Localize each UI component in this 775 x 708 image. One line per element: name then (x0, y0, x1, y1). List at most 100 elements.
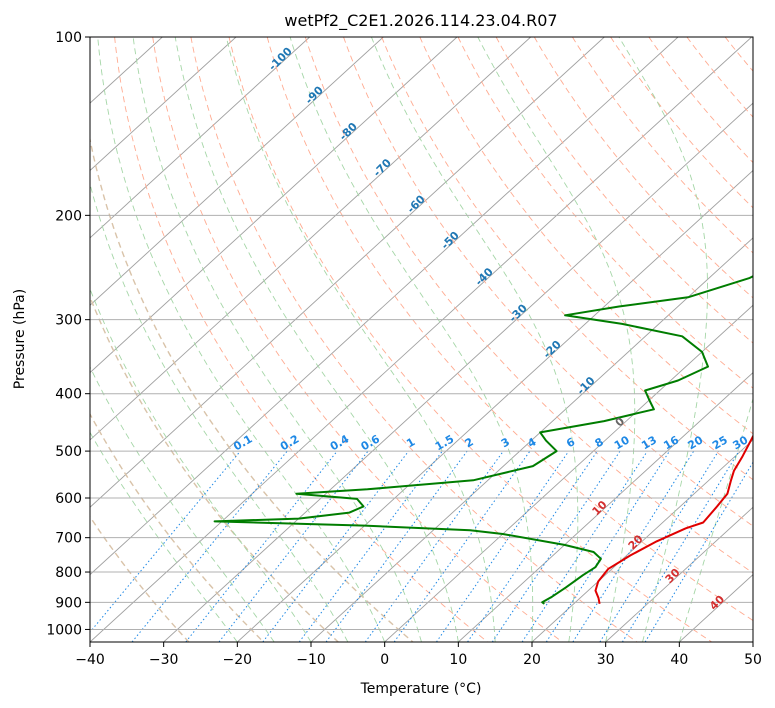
isotherm-line (310, 237, 753, 642)
moist-adiabat-line (174, 37, 459, 642)
moist-adiabat-lines (90, 37, 753, 642)
x-tick-label: 0 (380, 652, 389, 668)
dry-adiabat-line (228, 37, 712, 642)
isotherm-line (237, 169, 753, 642)
x-tick-label: 40 (670, 652, 688, 668)
isotherm-line (90, 37, 531, 441)
isotherm-lines (90, 37, 753, 642)
moist-adiabat-line (289, 37, 534, 642)
x-tick-label: 30 (597, 652, 615, 668)
mixing-ratio-label: 6 (564, 435, 577, 450)
dry-adiabat-lines (90, 37, 775, 642)
dry-adiabat-line (763, 37, 775, 642)
dry-adiabat-line (304, 37, 753, 574)
mixing-ratio-line (131, 450, 288, 642)
isotherm-label: -40 (473, 265, 496, 288)
plot-area: -100-90-80-70-60-50-40-30-20-100 0.1 0.2 0… (90, 37, 775, 642)
dry-adiabat-line (266, 37, 753, 622)
x-tick-label: 10 (449, 652, 467, 668)
y-tick-label: 1000 (46, 622, 82, 638)
y-tick-label: 500 (55, 444, 82, 460)
mixing-ratio-line (185, 450, 338, 642)
y-tick-label: 400 (55, 387, 82, 403)
isotherm-line (90, 37, 605, 508)
isotherm-line (90, 37, 237, 172)
pressure-gridlines (90, 37, 753, 630)
moist-adiabat-line (90, 431, 238, 642)
isotherm-label: -60 (405, 192, 428, 215)
mixing-ratio-label: 4 (525, 435, 538, 450)
moist-adiabat-line (370, 37, 579, 642)
mixing-ratio-label: 10 (612, 433, 632, 452)
dry-adiabat-line (90, 295, 339, 642)
y-tick-label: 200 (55, 208, 82, 224)
mixing-ratio-label: 1 (404, 435, 417, 450)
mixing-ratio-line (90, 450, 241, 633)
y-tick-label: 600 (55, 491, 82, 507)
mixing-ratio-line (393, 450, 531, 642)
moist-adiabat-line (132, 37, 422, 642)
x-tick-label: 50 (744, 652, 762, 668)
moist-adiabat-line (90, 365, 275, 642)
dry-adiabat-line (419, 37, 753, 435)
mixing-ratio-label: 20 (685, 433, 705, 452)
y-tick-label: 100 (55, 30, 82, 46)
dry-adiabat-line (90, 412, 264, 642)
mixing-ratio-label: 0.6 (359, 432, 383, 453)
moist-adiabat-line (477, 37, 636, 642)
mixing-ratio-label: 30 (731, 433, 751, 452)
isotherm-label: -70 (371, 156, 394, 179)
dry-adiabat-line (114, 37, 488, 642)
isotherm-line (458, 371, 753, 642)
dry-adiabat-line (381, 37, 753, 481)
sounding-profiles (213, 275, 753, 605)
plot-frame (89, 36, 754, 643)
isotherm-labels: -100-90-80-70-60-50-40-30-20-100 (266, 44, 627, 429)
theta-label: 10 (590, 498, 610, 518)
mixing-ratio-line (436, 450, 570, 642)
isotherm-line (90, 37, 310, 239)
x-axis-label: Temperature (°C) (360, 681, 482, 697)
x-tick-label: 20 (523, 652, 541, 668)
mixing-ratio-label: 1.5 (433, 432, 456, 453)
mixing-ratio-line (491, 450, 621, 642)
y-axis-label: Pressure (hPa) (12, 289, 28, 389)
mixing-ratio-label: 2 (463, 435, 476, 450)
mixing-ratio-line (262, 450, 409, 642)
mixing-ratio-line (364, 450, 504, 642)
mixing-ratio-lines (90, 450, 753, 642)
x-tick-label: −30 (149, 652, 179, 668)
y-tick-label: 700 (55, 531, 82, 547)
moist-adiabat-line (90, 287, 312, 642)
theta-label: 30 (663, 566, 683, 586)
theta-label: 40 (707, 592, 727, 612)
mixing-ratio-label: 0.1 (231, 432, 254, 453)
isotherm-line (90, 37, 384, 306)
y-axis-ticks: 100 200 300 400 500 600 700 800 900 1000 (46, 30, 90, 638)
temperature-line (594, 434, 753, 604)
dry-adiabat-line (686, 37, 753, 118)
mixing-ratio-line (621, 450, 740, 642)
mixing-ratio-label: 0.4 (328, 432, 352, 453)
moist-adiabat-line (678, 397, 753, 642)
moist-adiabat-line (225, 37, 496, 642)
y-tick-label: 800 (55, 565, 82, 581)
mixing-ratio-line (599, 450, 719, 642)
dry-adiabat-line (190, 37, 638, 642)
isotherm-label: -20 (541, 338, 564, 361)
moist-adiabat-line (97, 37, 386, 642)
isotherm-line (90, 37, 458, 374)
dry-adiabat-line (572, 37, 753, 254)
isotherm-line (384, 304, 753, 642)
x-tick-label: −40 (75, 652, 105, 668)
isotherm-line (90, 37, 752, 642)
dry-adiabat-line (90, 136, 414, 642)
dewpoint-line (213, 275, 753, 605)
isotherm-label: -80 (337, 120, 360, 143)
mixing-ratio-line (325, 450, 468, 642)
mixing-ratio-label: 13 (639, 433, 659, 452)
isotherm-line (605, 506, 753, 642)
mixing-ratio-line (644, 461, 753, 642)
mixing-ratio-line (467, 450, 598, 642)
mixing-ratio-line (545, 450, 670, 642)
